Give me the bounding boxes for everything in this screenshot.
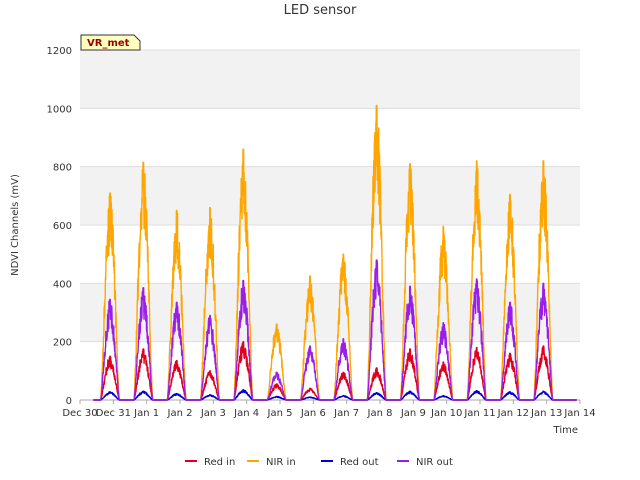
y-tick-label: 400	[53, 279, 72, 290]
x-tick-label: Jan 12	[497, 408, 529, 419]
plot-background-bands	[80, 50, 580, 400]
series-lines	[92, 104, 578, 401]
x-tick-label: Jan 2	[167, 408, 193, 419]
y-tick-label: 0	[66, 396, 72, 407]
x-tick-label: Jan 1	[133, 408, 159, 419]
x-tick-label: Jan 14	[563, 408, 595, 419]
y-tick-label: 1000	[47, 104, 72, 115]
x-tick-label: Jan 8	[367, 408, 393, 419]
x-tick-label: Jan 3	[200, 408, 226, 419]
x-tick-label: Jan 9	[400, 408, 426, 419]
x-tick-label: Dec 31	[96, 408, 131, 419]
y-tick-label: 1200	[47, 46, 72, 57]
plot-band	[80, 283, 580, 342]
legend-label: Red in	[204, 457, 235, 468]
x-tick-label: Jan 4	[233, 408, 259, 419]
y-axis-label: NDVI Channels (mV)	[10, 174, 21, 276]
x-tick-label: Jan 5	[267, 408, 293, 419]
annotation-badge: VR_met	[80, 34, 141, 51]
legend: Red in NIR in Red out NIR out	[185, 457, 453, 468]
y-tick-label: 200	[53, 338, 72, 349]
y-axis-ticks: 0 200 400 600 800 1000 1200	[47, 46, 72, 407]
y-tick-label: 800	[53, 163, 72, 174]
x-tick-label: Dec 30	[62, 408, 97, 419]
plot-band	[80, 225, 580, 284]
plot-band	[80, 50, 580, 109]
plot-band	[80, 166, 580, 225]
series-line-nir-out	[92, 259, 578, 401]
plot-band	[80, 341, 580, 400]
x-axis-label: Time	[553, 425, 578, 436]
x-tick-label: Jan 7	[333, 408, 359, 419]
x-tick-label: Jan 13	[530, 408, 562, 419]
x-tick-label: Jan 6	[300, 408, 326, 419]
chart-title: LED sensor	[284, 3, 357, 18]
legend-label: Red out	[340, 457, 379, 468]
annotation-badge-box	[80, 34, 141, 51]
annotation-badge-label: VR_met	[87, 38, 130, 49]
x-tick-label: Jan 11	[463, 408, 495, 419]
legend-label: NIR in	[266, 457, 296, 468]
plot-band	[80, 108, 580, 167]
x-tick-label: Jan 10	[430, 408, 462, 419]
y-tick-label: 600	[53, 221, 72, 232]
legend-label: NIR out	[416, 457, 453, 468]
